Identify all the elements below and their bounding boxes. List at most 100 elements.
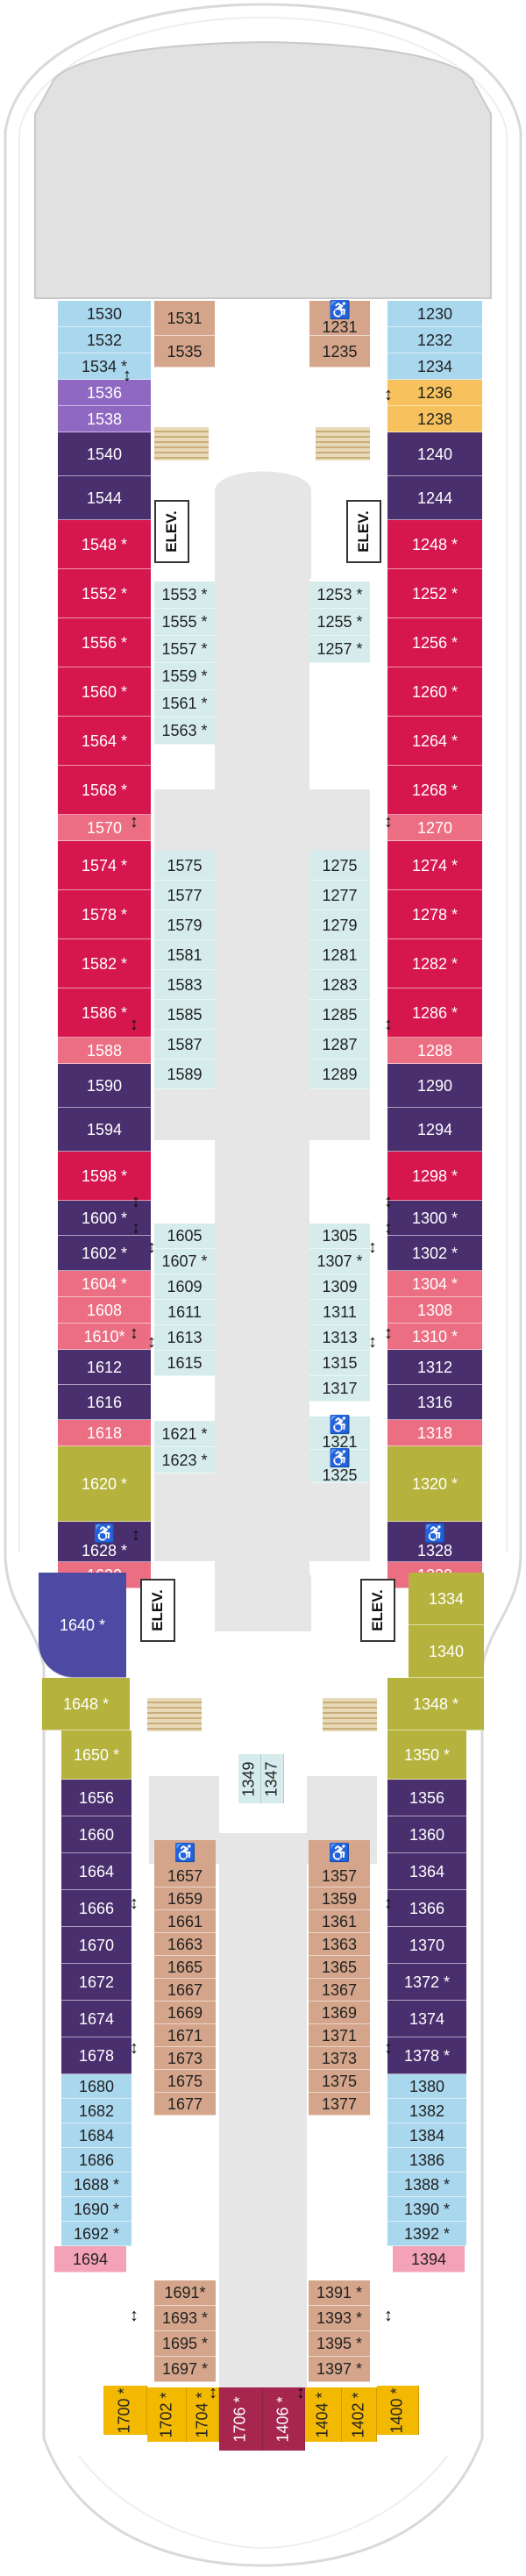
- port-cabin-1538[interactable]: 1538: [58, 406, 151, 432]
- stern-cabin-1402[interactable]: 1402 *: [342, 2387, 377, 2442]
- stbd-inner-cabin-1255[interactable]: 1255 *: [309, 609, 370, 636]
- stbd-aft-inner-cabin-1377[interactable]: 1377: [309, 2093, 370, 2116]
- stbd-aft-cabin-1380[interactable]: 1380: [387, 2074, 466, 2099]
- port-cabin-1628[interactable]: ♿ 1628 *: [58, 1522, 151, 1562]
- port-aft-cabin-1678[interactable]: 1678: [61, 2037, 132, 2074]
- stbd-cabin-1298[interactable]: 1298 *: [387, 1152, 482, 1201]
- cabin-1535[interactable]: 1535: [154, 336, 215, 367]
- stbd-cabin-1230[interactable]: 1230: [387, 301, 482, 327]
- port-aft-inner-cabin-1673[interactable]: 1673: [154, 2047, 216, 2070]
- port-aft-inner-cabin-1693[interactable]: 1693 *: [154, 2306, 216, 2331]
- port-cabin-1582[interactable]: 1582 *: [58, 939, 151, 988]
- port-cabin-1544[interactable]: 1544: [58, 476, 151, 520]
- stbd-inner-cabin-1309[interactable]: 1309: [309, 1274, 370, 1300]
- port-aft-inner-cabin-1671[interactable]: 1671: [154, 2024, 216, 2047]
- port-cabin-1610[interactable]: 1610*: [58, 1324, 151, 1350]
- port-aft-inner-cabin-1675[interactable]: 1675: [154, 2070, 216, 2093]
- port-cabin-1588[interactable]: 1588: [58, 1038, 151, 1064]
- stbd-aft-cabin-1390[interactable]: 1390 *: [387, 2197, 466, 2222]
- stbd-cabin-1288[interactable]: 1288: [387, 1038, 482, 1064]
- stern-cabin-1704[interactable]: 1704 *: [187, 2387, 219, 2442]
- port-aft-inner-cabin-1657[interactable]: 1657: [154, 1865, 216, 1887]
- port-cabin-1564[interactable]: 1564 *: [58, 717, 151, 766]
- stbd-inner-cabin-1285[interactable]: 1285: [309, 1000, 370, 1030]
- port-inner-cabin-1581[interactable]: 1581: [154, 940, 215, 970]
- stbd-cabin-1304[interactable]: 1304 *: [387, 1271, 482, 1297]
- stbd-cabin-1238[interactable]: 1238: [387, 406, 482, 432]
- port-aft-cabin-1692[interactable]: 1692 *: [61, 2222, 132, 2246]
- port-inner-cabin-1579[interactable]: 1579: [154, 910, 215, 940]
- port-cabin-1600[interactable]: 1600 *: [58, 1201, 151, 1236]
- stbd-aft-inner-cabin-1371[interactable]: 1371: [309, 2024, 370, 2047]
- port-aft-inner-cabin-1697[interactable]: 1697 *: [154, 2357, 216, 2382]
- stbd-aft-inner-cabin-1365[interactable]: 1365: [309, 1956, 370, 1979]
- port-aft-inner-cabin-1667[interactable]: 1667: [154, 1979, 216, 2002]
- stbd-aft-cabin-1364[interactable]: 1364: [387, 1853, 466, 1890]
- port-aft-inner-cabin-1669[interactable]: 1669: [154, 2002, 216, 2024]
- stbd-cabin-1316[interactable]: 1316: [387, 1385, 482, 1420]
- port-cabin-1608[interactable]: 1608: [58, 1297, 151, 1324]
- port-inner-cabin-1575[interactable]: 1575: [154, 851, 215, 881]
- port-cabin-1602[interactable]: 1602 *: [58, 1236, 151, 1271]
- port-inner-cabin-1587[interactable]: 1587: [154, 1030, 215, 1060]
- port-aft-cabin-1666[interactable]: 1666: [61, 1890, 132, 1927]
- port-aft-cabin-1690[interactable]: 1690 *: [61, 2197, 132, 2222]
- stern-cabin-1400[interactable]: 1400 *: [377, 2386, 419, 2435]
- stbd-inner-cabin-1305[interactable]: 1305: [309, 1224, 370, 1249]
- port-cabin-1548[interactable]: 1548 *: [58, 520, 151, 569]
- stbd-aft-cabin-1384[interactable]: 1384: [387, 2123, 466, 2148]
- port-inner-cabin-1589[interactable]: 1589: [154, 1060, 215, 1089]
- stbd-cabin-1264[interactable]: 1264 *: [387, 717, 482, 766]
- port-inner-cabin-1577[interactable]: 1577: [154, 881, 215, 910]
- stbd-aft-cabin-1394[interactable]: 1394: [393, 2246, 465, 2273]
- stbd-inner-cabin-1317[interactable]: 1317: [309, 1376, 370, 1402]
- stbd-aft-cabin-1388[interactable]: 1388 *: [387, 2173, 466, 2197]
- stern-cabin-1706[interactable]: 1706 *: [219, 2387, 263, 2451]
- stbd-inner-cabin-1307[interactable]: 1307 *: [309, 1249, 370, 1274]
- stbd-cabin-1234[interactable]: 1234: [387, 353, 482, 380]
- port-aft-inner-cabin-1663[interactable]: 1663: [154, 1933, 216, 1956]
- port-inner-cabin-1555[interactable]: 1555 *: [154, 609, 215, 636]
- stbd-inner-cabin-1289[interactable]: 1289: [309, 1060, 370, 1089]
- stbd-aft-cabin-1392[interactable]: 1392 *: [387, 2222, 466, 2246]
- stbd-inner-cabin-1313[interactable]: 1313: [309, 1325, 370, 1351]
- stbd-inner-cabin-1287[interactable]: 1287: [309, 1030, 370, 1060]
- stern-cabin-1702[interactable]: 1702 *: [147, 2387, 187, 2442]
- port-cabin-1612[interactable]: 1612: [58, 1350, 151, 1385]
- stbd-cabin-1302[interactable]: 1302 *: [387, 1236, 482, 1271]
- port-aft-inner-cabin-1659[interactable]: 1659: [154, 1887, 216, 1910]
- port-cabin-1604[interactable]: 1604 *: [58, 1271, 151, 1297]
- stbd-aft-cabin-1334[interactable]: 1334: [409, 1573, 484, 1625]
- stbd-aft-cabin-1350[interactable]: 1350 *: [387, 1730, 466, 1780]
- stbd-inner-cabin-1311[interactable]: 1311: [309, 1300, 370, 1325]
- port-cabin-1552[interactable]: 1552 *: [58, 569, 151, 618]
- stbd-cabin-1310[interactable]: 1310 *: [387, 1324, 482, 1350]
- stbd-cabin-1232[interactable]: 1232: [387, 327, 482, 353]
- stbd-cabin-1308[interactable]: 1308: [387, 1297, 482, 1324]
- port-cabin-1586[interactable]: 1586 *: [58, 988, 151, 1038]
- stbd-aft-inner-cabin-1361[interactable]: 1361: [309, 1910, 370, 1933]
- stbd-aft-cabin-1374[interactable]: 1374: [387, 2001, 466, 2037]
- stbd-cabin-1286[interactable]: 1286 *: [387, 988, 482, 1038]
- stbd-inner-cabin-1283[interactable]: 1283: [309, 970, 370, 1000]
- stbd-aft-inner-cabin-1395[interactable]: 1395 *: [309, 2331, 370, 2357]
- port-cabin-1556[interactable]: 1556 *: [58, 618, 151, 667]
- stern-cabin-1700[interactable]: 1700 *: [103, 2386, 147, 2435]
- stbd-aft-cabin-1366[interactable]: 1366: [387, 1890, 466, 1927]
- port-cabin-1618[interactable]: 1618: [58, 1420, 151, 1446]
- stbd-cabin-1290[interactable]: 1290: [387, 1064, 482, 1108]
- port-cabin-1590[interactable]: 1590: [58, 1064, 151, 1108]
- port-aft-cabin-1672[interactable]: 1672: [61, 1964, 132, 2001]
- port-aft-cabin-1674[interactable]: 1674: [61, 2001, 132, 2037]
- stbd-cabin-1278[interactable]: 1278 *: [387, 890, 482, 939]
- port-cabin-1536[interactable]: 1536: [58, 380, 151, 406]
- stbd-aft-inner-cabin-1363[interactable]: 1363: [309, 1933, 370, 1956]
- stbd-cabin-1244[interactable]: 1244: [387, 476, 482, 520]
- port-aft-cabin-1684[interactable]: 1684: [61, 2123, 132, 2148]
- port-inner-cabin-1605[interactable]: 1605: [154, 1224, 215, 1249]
- port-cabin-1574[interactable]: 1574 *: [58, 841, 151, 890]
- port-cabin-1540[interactable]: 1540: [58, 432, 151, 476]
- port-cabin-1594[interactable]: 1594: [58, 1108, 151, 1152]
- stbd-aft-cabin-1340[interactable]: 1340: [409, 1625, 484, 1678]
- port-cabin-1598[interactable]: 1598 *: [58, 1152, 151, 1201]
